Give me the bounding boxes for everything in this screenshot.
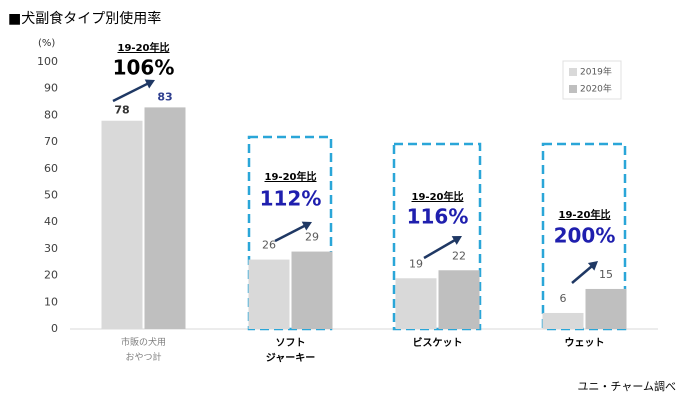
x-tick-label: ビスケット: [412, 338, 463, 349]
highlight-box: [247, 135, 333, 331]
bar: [438, 270, 480, 329]
value-label: 15: [599, 268, 613, 281]
legend-label: 2019年: [580, 66, 612, 78]
bar: [144, 107, 186, 329]
y-tick-label: 50: [44, 189, 58, 202]
arrow: [112, 81, 151, 103]
bar: [248, 259, 290, 329]
legend-swatch: [569, 68, 577, 76]
arrow-head: [451, 236, 462, 245]
arrow-head: [301, 221, 312, 231]
arrow: [274, 223, 308, 243]
x-tick-label: ソフト ジャーキー: [265, 338, 316, 364]
y-tick-label: 20: [44, 269, 58, 282]
legend-label: 2020年: [580, 83, 612, 95]
annotation-label: 19-20年比: [118, 41, 170, 54]
y-tick-label: 90: [44, 82, 58, 95]
y-tick-label: 30: [44, 242, 58, 255]
y-tick-label: 70: [44, 135, 58, 148]
annotation-value: 106%: [113, 56, 175, 80]
y-tick-label: 0: [51, 322, 58, 335]
x-tick-label: 市販の犬用 おやつ計: [120, 338, 166, 363]
highlight-box: [392, 142, 482, 331]
arrow-head: [587, 261, 598, 271]
bar: [395, 278, 437, 329]
chart-title: ■犬副食タイプ別使用率: [8, 10, 161, 27]
annotation-value: 116%: [407, 205, 469, 229]
annotation-value: 112%: [260, 187, 322, 211]
value-label: 78: [114, 104, 129, 117]
arrow-head: [144, 79, 155, 89]
arrow: [571, 263, 595, 284]
value-label: 29: [305, 231, 319, 244]
value-label: 83: [157, 90, 172, 103]
annotation-label: 19-20年比: [412, 190, 464, 203]
source: ユニ・チャーム調べ: [577, 379, 676, 393]
y-tick-label: 10: [44, 295, 58, 308]
x-tick-label: ウェット: [564, 338, 605, 349]
annotation-label: 19-20年比: [265, 170, 317, 183]
highlight-box: [541, 142, 627, 331]
y-tick-label: 60: [44, 162, 58, 175]
y-tick-label: 100: [37, 55, 58, 68]
y-tick-label: 80: [44, 108, 58, 121]
annotation-value: 200%: [554, 224, 616, 248]
bar: [542, 312, 584, 329]
bar: [585, 288, 627, 329]
y-tick-label: 40: [44, 215, 58, 228]
value-label: 6: [560, 292, 567, 305]
value-label: 19: [409, 257, 423, 270]
bar: [291, 251, 333, 329]
value-label: 26: [262, 239, 276, 252]
value-label: 22: [452, 249, 466, 262]
bar: [101, 120, 143, 330]
arrow: [423, 237, 458, 260]
y-unit: (%): [38, 38, 55, 49]
legend-swatch: [569, 85, 577, 93]
annotation-label: 19-20年比: [559, 208, 611, 221]
